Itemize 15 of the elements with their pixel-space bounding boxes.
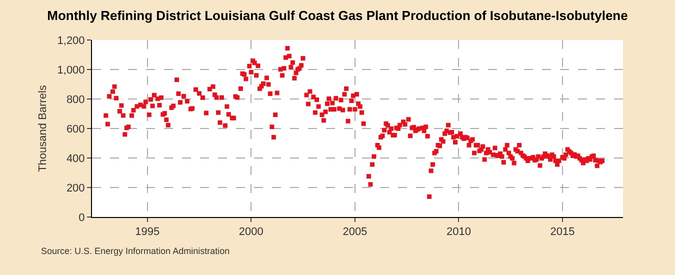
x-tick-label: 2015 (550, 226, 575, 238)
y-axis-title: Thousand Barrels (36, 84, 49, 172)
y-tick-label: 600 (66, 123, 85, 136)
source-note: Source: U.S. Energy Information Administration (41, 246, 230, 256)
y-tick-label: 0 (78, 212, 85, 224)
y-tick-label: 1,200 (57, 34, 85, 47)
x-tick-label: 2010 (446, 226, 471, 238)
y-tick-label: 400 (66, 152, 85, 165)
y-tick-label: 200 (66, 182, 85, 194)
x-tick-label: 2005 (342, 226, 368, 238)
x-tick-label: 2000 (238, 226, 264, 238)
y-tick-label: 1,000 (57, 64, 85, 76)
chart-title: Monthly Refining District Louisiana Gulf Coast Gas Plant Production of Isobutane-Isobutylene (47, 8, 628, 24)
x-tick-label: 1995 (135, 226, 160, 238)
y-tick-label: 800 (66, 94, 85, 106)
